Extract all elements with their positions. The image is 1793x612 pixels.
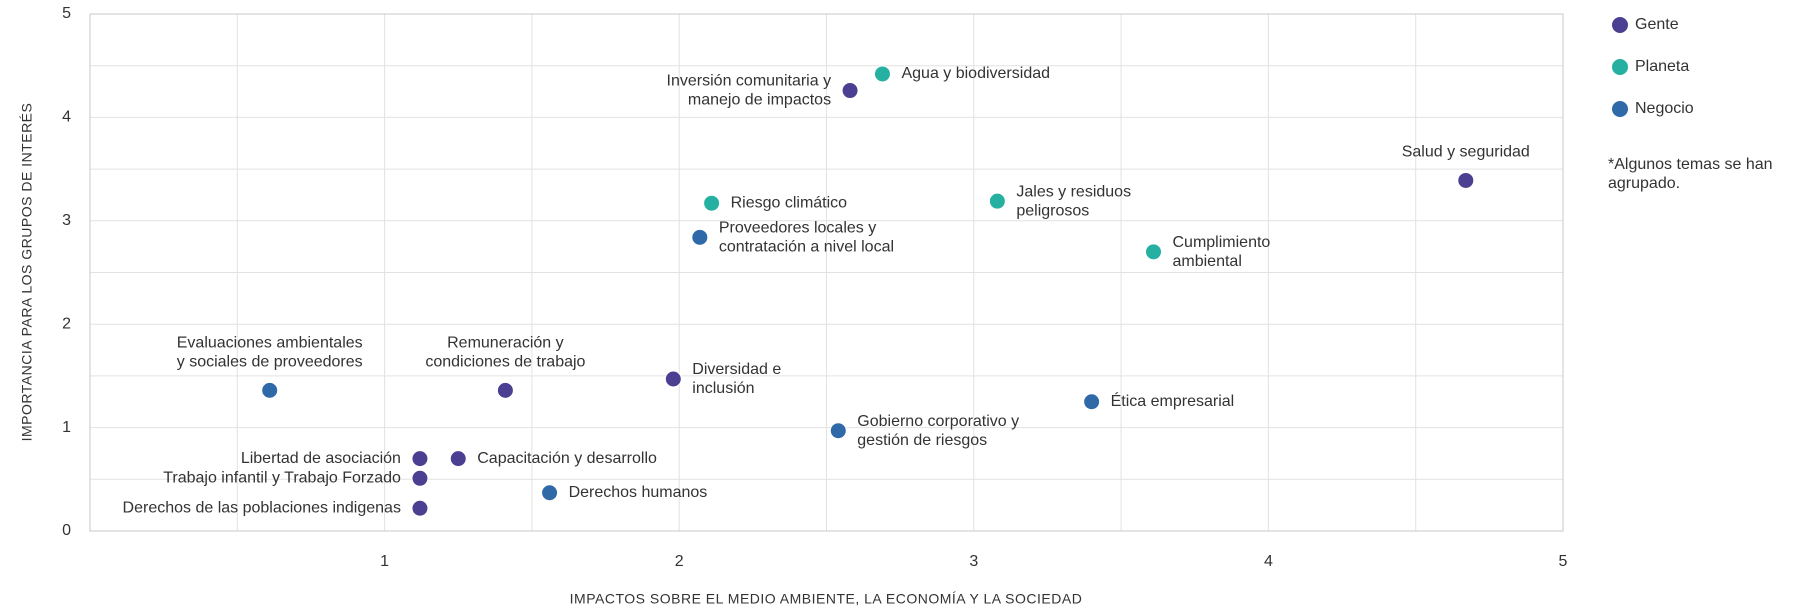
y-tick-label: 1 [62,419,71,436]
point-label: Cumplimiento [1173,234,1271,251]
legend-marker [1612,101,1628,117]
point-label: Trabajo infantil y Trabajo Forzado [163,469,401,486]
data-point [664,370,682,388]
data-point [449,450,467,468]
point-label: Diversidad e [692,361,781,378]
x-tick-label: 5 [1559,553,1568,570]
y-tick-label: 2 [62,315,71,332]
point-label: Ética empresarial [1111,391,1235,410]
legend-label: Planeta [1635,58,1689,75]
point-label: Riesgo climático [731,194,848,211]
point-label: Derechos humanos [569,484,708,501]
note: *Algunos temas se han [1608,156,1773,173]
point-label: Agua y biodiversidad [901,65,1050,82]
point-label: manejo de impactos [688,92,831,109]
x-axis-title: IMPACTOS SOBRE EL MEDIO AMBIENTE, LA ECO… [570,591,1083,607]
data-point [691,228,709,246]
point-label: gestión de riesgos [857,432,987,449]
x-tick-label: 3 [969,553,978,570]
point-label: contratación a nivel local [719,239,894,256]
point-label: Jales y residuos [1016,183,1131,200]
y-tick-label: 3 [62,212,71,229]
data-point [411,469,429,487]
point-label: ambiental [1173,253,1242,270]
y-tick-label: 0 [62,522,71,539]
legend-marker [1612,17,1628,33]
note: agrupado. [1608,175,1680,192]
legend-marker [1612,59,1628,75]
y-tick-label: 4 [62,109,71,126]
data-point [411,499,429,517]
point-label: Proveedores locales y [719,220,876,237]
data-point [541,484,559,502]
data-point [988,192,1006,210]
data-point [703,194,721,212]
point-label: inclusión [692,380,754,397]
point-label: Salud y seguridad [1402,144,1530,161]
data-point [829,422,847,440]
point-label: Libertad de asociación [241,450,401,467]
point-label: Remuneración y [447,335,564,352]
data-point [411,450,429,468]
data-point [496,381,514,399]
point-label: peligrosos [1016,202,1089,219]
legend-label: Gente [1635,16,1679,33]
data-point [841,82,859,100]
data-point [1457,171,1475,189]
data-point [261,381,279,399]
x-tick-label: 4 [1264,553,1273,570]
x-tick-label: 1 [380,553,389,570]
point-label: condiciones de trabajo [425,354,585,371]
point-label: Gobierno corporativo y [857,413,1019,430]
legend-label: Negocio [1635,100,1694,117]
point-label: Derechos de las poblaciones indigenas [123,499,401,516]
y-tick-label: 5 [62,5,71,22]
data-point [873,65,891,83]
point-label: Evaluaciones ambientales [177,335,363,352]
data-point [1083,393,1101,411]
point-label: Inversión comunitaria y [667,73,832,90]
point-label: y sociales de proveedores [177,354,363,371]
data-point [1145,243,1163,261]
y-axis-title: IMPORTANCIA PARA LOS GRUPOS DE INTERÉS [19,103,35,442]
x-tick-label: 2 [675,553,684,570]
plot-frame [89,13,1564,532]
point-label: Capacitación y desarrollo [477,450,657,467]
